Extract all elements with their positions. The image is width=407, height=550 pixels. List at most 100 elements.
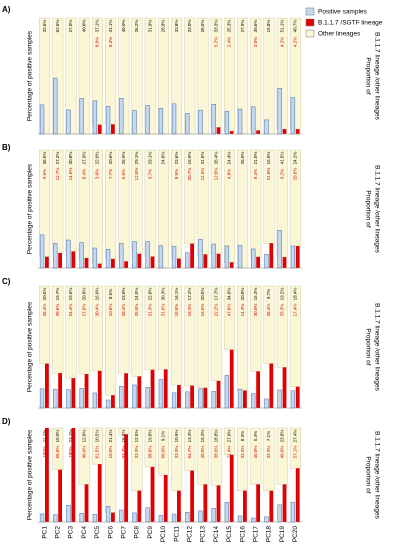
positive-samples-bar [145, 507, 150, 523]
positive-label: 32.6% [42, 20, 47, 33]
b117-label: 10.0% [108, 446, 113, 459]
other-lineages-bar [197, 427, 209, 485]
positive-label: 19.7% [55, 288, 60, 301]
other-lineages-bar [223, 17, 235, 132]
x-tick-label: PC12 [187, 526, 194, 543]
b117-bar [137, 376, 142, 408]
b117-bar [124, 434, 129, 522]
b117-bar [124, 373, 129, 408]
positive-samples-bar [105, 506, 111, 523]
positive-label: 18.4% [293, 288, 298, 301]
positive-samples-bar [119, 243, 124, 269]
b117-label: 31.3% [147, 304, 152, 317]
other-lineages-bar [223, 427, 235, 456]
b117-bar [84, 484, 89, 522]
positive-samples-bar [66, 109, 71, 135]
positive-label: 17.2% [187, 288, 192, 301]
b117-bar [190, 385, 195, 408]
positive-label: 30.3% [161, 288, 166, 301]
positive-samples-bar [132, 512, 137, 523]
b117-bar [256, 256, 261, 268]
b117-bar [216, 253, 221, 268]
b117-label: 33.3% [174, 446, 179, 459]
b117-bar [282, 367, 287, 408]
other-lineages-bar [210, 427, 222, 486]
positive-label: 27.0% [227, 430, 232, 443]
b117-bar [295, 246, 300, 268]
b117-label: 27.8% [81, 304, 86, 317]
other-lineages-bar [171, 285, 183, 386]
positive-samples-bar [171, 103, 177, 135]
positive-label: 18.8% [213, 430, 218, 443]
other-lineages-bar [78, 285, 90, 375]
other-lineages-bar [289, 17, 301, 130]
positive-samples-bar [277, 230, 282, 269]
positive-samples-bar [79, 242, 84, 269]
positive-label: 26.9% [121, 152, 126, 165]
b117-bar [190, 243, 195, 268]
b117-label: 61.5% [95, 446, 100, 459]
positive-samples-bar [277, 88, 282, 135]
other-lineages-bar [171, 149, 183, 259]
positive-samples-bar [211, 243, 216, 269]
b117-label: 28.4% [121, 304, 126, 317]
positive-samples-bar [211, 508, 216, 523]
positive-label: 29.1% [147, 152, 152, 165]
other-lineages-bar [52, 427, 64, 470]
positive-label: 41.5% [279, 152, 284, 165]
positive-samples-bar [66, 389, 71, 409]
positive-label: 19.2% [279, 288, 284, 301]
b117-label: 30.4% [95, 304, 100, 317]
other-lineages-bar [144, 427, 156, 468]
b117-label: 9.4% [253, 169, 258, 179]
positive-samples-bar [39, 513, 45, 523]
positive-samples-bar [237, 515, 243, 523]
b117-bar [229, 262, 234, 268]
b117-bar [71, 251, 76, 268]
other-lineages-bar [91, 149, 103, 264]
y2-axis-label: Proportion of [364, 190, 371, 227]
b117-label: 9.5% [42, 169, 47, 179]
positive-label: 17.7% [213, 288, 218, 301]
other-lineages-bar [289, 285, 301, 387]
other-lineages-bar [91, 17, 103, 125]
positive-samples-bar [185, 252, 190, 269]
b117-label: 30.0% [253, 304, 258, 317]
positive-samples-bar [145, 105, 150, 135]
positive-label: 19.5% [68, 288, 73, 301]
b117-label: 21.0% [266, 168, 271, 181]
other-lineages-bar [197, 285, 209, 389]
b117-label: 24.4% [68, 304, 73, 317]
b117-label: 12.0% [213, 168, 218, 181]
b117-label: 36.4% [266, 304, 271, 317]
positive-label: 16.1% [174, 288, 179, 301]
b117-label: 16.5% [200, 304, 205, 317]
x-tick-label: PC2 [55, 526, 62, 539]
b117-label: 8.0% [174, 169, 179, 179]
positive-samples-bar [79, 98, 84, 135]
other-lineages-bar [276, 427, 288, 485]
panel-label: D) [2, 417, 11, 426]
positive-samples-bar [171, 513, 177, 523]
other-lineages-bar [184, 149, 196, 244]
x-tick-label: PC15 [226, 526, 233, 543]
y-axis-label: Percentage of positive samples [27, 30, 34, 121]
b117-label: 5.7% [213, 37, 218, 47]
positive-label: 20.5% [42, 288, 47, 301]
b117-bar [243, 390, 247, 408]
positive-label: 22.0% [147, 288, 152, 301]
other-lineages-bar [276, 149, 288, 258]
other-lineages-bar [39, 149, 51, 257]
positive-samples-bar [237, 245, 243, 269]
b117-label: 18.6% [293, 168, 298, 181]
x-tick-label: PC17 [253, 526, 260, 543]
other-lineages-bar [78, 149, 90, 259]
b117-label: 4.8% [227, 169, 232, 179]
x-tick-label: PC19 [279, 526, 286, 543]
y2-axis-label: Proportion of [364, 456, 371, 493]
b117-bar [84, 374, 89, 408]
x-tick-label: PC5 [94, 526, 101, 539]
b117-label: 8.3% [108, 37, 113, 47]
positive-samples-bar [224, 245, 230, 269]
b117-bar [111, 258, 115, 268]
